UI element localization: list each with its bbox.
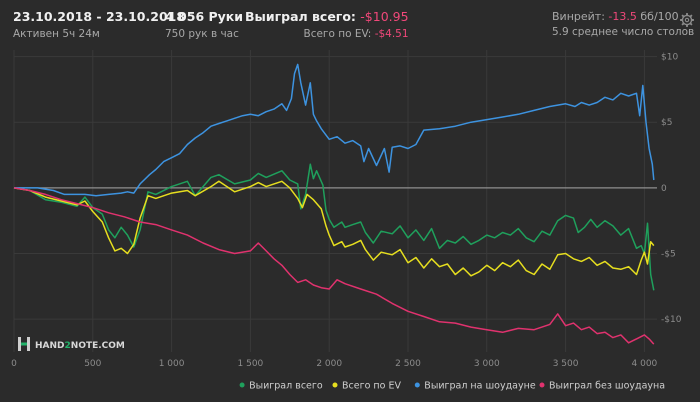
x-tick-label: 4 000 [632,359,658,369]
x-tick-label: 2 500 [395,359,421,369]
x-tick-label: 500 [84,359,101,369]
hands-per-hour: 750 рук в час [165,27,239,40]
date-range: 23.10.2018 - 23.10.2018 [13,9,186,24]
hands-count: 4 056 Руки [165,9,244,24]
x-tick-label: 3 500 [553,359,579,369]
session-dates-block: 23.10.2018 - 23.10.2018 Активен 5ч 24м [13,9,186,40]
series-layer [13,63,655,345]
stats-header: 23.10.2018 - 23.10.2018 Активен 5ч 24м 4… [0,0,700,50]
legend-label: Всего по EV [342,381,401,392]
winnings-block: Выиграл всего: -$10.95 Всего по EV: -$4.… [245,9,409,40]
avg-tables: 5.9 среднее число столов [552,26,695,38]
y-tick-label: 0 [661,184,667,194]
legend-label: Выиграл всего [249,381,323,392]
active-time: Активен 5ч 24м [13,27,100,40]
gear-icon[interactable] [680,13,694,27]
series-line-0 [13,163,655,291]
winrate-block: Винрейт: -13.5 бб/100 5.9 среднее число … [552,11,694,38]
ev-label: Всего по EV: [303,27,372,40]
legend-label: Выиграл на шоудауне [424,381,536,392]
x-tick-label: 3 000 [474,359,500,369]
ev-value: -$4.51 [374,27,409,40]
y-tick-label: $10 [661,53,678,63]
won-label: Выиграл всего: [245,9,356,24]
legend: Выиграл всего Всего по EV Выиграл на шоуда… [239,381,665,392]
won-value: -$10.95 [360,9,409,24]
y-tick-label: $5 [661,118,672,128]
series-line-2 [14,63,655,197]
y-tick-label: -$5 [661,250,676,260]
legend-marker [332,382,338,388]
y-tick-label: -$10 [661,315,682,325]
y-axis-ticks: $10 $5 0 -$5 -$10 [661,53,682,326]
x-tick-label: 1 500 [238,359,264,369]
series-line-1 [13,180,655,277]
x-tick-label: 1 000 [159,359,185,369]
x-tick-label: 0 [11,359,17,369]
hand2note-logo: HAND2NOTE.COM [18,337,125,351]
legend-marker [414,382,420,388]
x-axis-ticks: 0 500 1 000 1 500 2 000 2 500 3 000 3 500 4 000 [11,359,657,369]
grid-layer [13,50,657,352]
legend-label: Выиграл без шоудауна [549,381,665,392]
legend-marker [239,382,245,388]
winrate-label: Винрейт: [552,10,605,23]
hands-block: 4 056 Руки 750 рук в час [165,9,244,40]
winrate: Винрейт: -13.5 бб/100 [552,11,694,22]
ev-total: Всего по EV: -$4.51 [245,27,409,40]
logo-text: HAND2NOTE.COM [35,341,125,351]
winrate-unit: бб/100 [640,10,679,23]
winrate-value: -13.5 [608,10,637,23]
series-line-3 [13,187,655,345]
legend-marker [539,382,545,388]
won-total: Выиграл всего: -$10.95 [245,9,409,24]
x-tick-label: 2 000 [316,359,342,369]
